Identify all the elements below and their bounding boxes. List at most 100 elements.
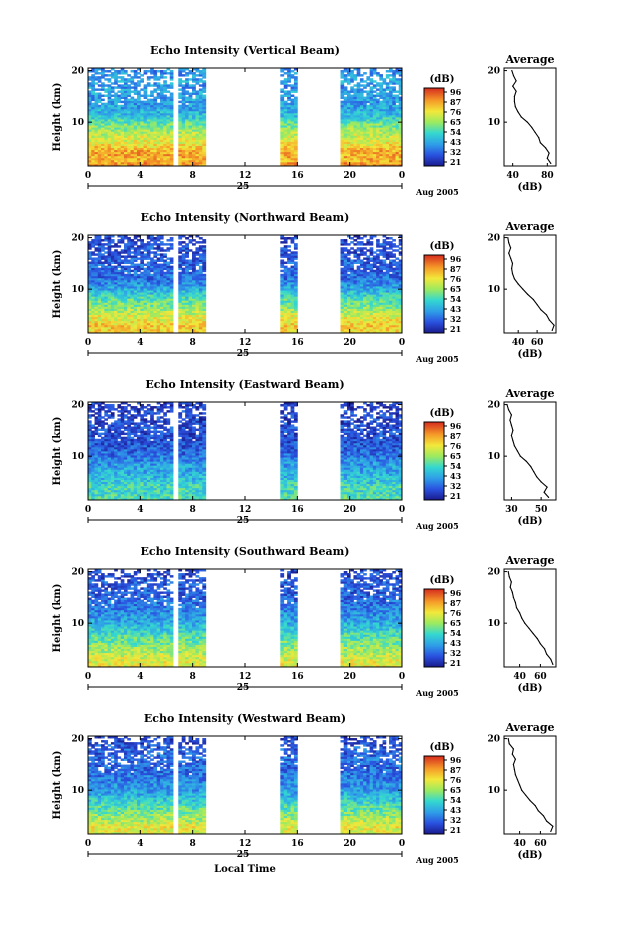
heatmap-cell	[150, 84, 154, 87]
heatmap-cell	[195, 308, 200, 311]
heatmap-cell	[395, 296, 400, 299]
heatmap-cell	[376, 265, 380, 269]
heatmap-cell	[392, 284, 396, 287]
heatmap-cell	[392, 290, 396, 293]
heatmap-cell	[120, 279, 125, 283]
heatmap-cell	[150, 129, 154, 132]
heatmap-cell	[143, 279, 148, 283]
heatmap-cell	[195, 114, 200, 118]
heatmap-cell	[346, 96, 351, 100]
heatmap-cell	[91, 245, 95, 248]
heatmap-cell	[127, 135, 131, 138]
heatmap-cell	[88, 290, 92, 293]
heatmap-cell	[356, 314, 361, 318]
heatmap-cell	[198, 133, 203, 136]
heatmap-cell	[356, 288, 361, 291]
heatmap-cell	[146, 135, 151, 138]
heatmap-cell	[385, 159, 390, 163]
heatmap-cell	[283, 139, 288, 142]
heatmap-cell	[369, 119, 374, 122]
heatmap-cell	[343, 298, 348, 301]
heatmap-cell	[159, 76, 164, 79]
heatmap-cell	[153, 326, 158, 330]
heatmap-cell	[97, 80, 102, 83]
heatmap-cell	[181, 96, 186, 100]
heatmap-cell	[123, 108, 128, 112]
heatmap-cell	[137, 257, 141, 260]
heatmap-cell	[163, 163, 167, 167]
heatmap-cell	[130, 102, 135, 106]
heatmap-cell	[88, 304, 92, 307]
heatmap-cell	[389, 279, 393, 283]
heatmap-cell	[159, 253, 164, 256]
heatmap-cell	[382, 261, 387, 264]
heatmap-cell	[181, 141, 186, 144]
heatmap-cell	[146, 322, 151, 326]
heatmap-cell	[280, 141, 285, 144]
heatmap-cell	[163, 88, 167, 91]
heatmap-cell	[192, 277, 196, 281]
heatmap-cell	[398, 86, 403, 89]
heatmap-cell	[156, 104, 161, 108]
heatmap-cell	[97, 277, 102, 281]
heatmap-cell	[97, 292, 102, 295]
heatmap-cell	[366, 286, 371, 289]
heatmap-cell	[353, 131, 358, 134]
heatmap-cell	[372, 320, 377, 324]
heatmap-cell	[290, 133, 295, 136]
heatmap-cell	[133, 310, 138, 313]
heatmap-cell	[382, 100, 387, 104]
heatmap-cell	[143, 133, 148, 136]
heatmap-cell	[385, 304, 390, 307]
heatmap-cell	[140, 263, 144, 267]
heatmap-cell	[350, 129, 354, 132]
heatmap-cell	[366, 255, 371, 258]
heatmap-cell	[156, 139, 161, 142]
heatmap-cell	[178, 88, 183, 91]
heatmap-cell	[198, 92, 203, 95]
heatmap-cell	[398, 324, 403, 328]
heatmap-cell	[101, 151, 105, 155]
heatmap-cell	[346, 279, 351, 283]
heatmap-cell	[353, 133, 358, 136]
heatmap-cell	[392, 163, 396, 167]
heatmap-cell	[346, 322, 351, 326]
heatmap-cell	[283, 279, 288, 283]
heatmap-cell	[169, 92, 174, 95]
heatmap-cell	[159, 277, 164, 281]
heatmap-cell	[91, 253, 95, 256]
heatmap-cell	[117, 273, 122, 277]
heatmap-cell	[104, 312, 109, 316]
heatmap-cell	[143, 255, 148, 258]
heatmap-cell	[178, 263, 183, 267]
heatmap-cell	[372, 98, 377, 102]
heatmap-cell	[293, 261, 298, 264]
heatmap-cell	[181, 300, 186, 303]
heatmap-cell	[382, 318, 387, 322]
heatmap-cell	[114, 308, 118, 311]
heatmap-cell	[153, 322, 158, 326]
heatmap-cell	[366, 119, 371, 122]
heatmap-cell	[130, 155, 135, 159]
heatmap-cell	[94, 100, 99, 104]
heatmap-cell	[123, 149, 128, 153]
heatmap-cell	[185, 159, 189, 163]
heatmap-cell	[156, 279, 161, 283]
heatmap-cell	[363, 157, 367, 161]
heatmap-cell	[178, 294, 183, 297]
heatmap-cell	[123, 137, 128, 140]
heatmap-cell	[290, 102, 295, 106]
heatmap-cell	[123, 102, 128, 106]
heatmap-cell	[140, 161, 144, 165]
heatmap-cell	[198, 298, 203, 301]
heatmap-cell	[178, 261, 183, 264]
heatmap-cell	[88, 265, 92, 269]
heatmap-cell	[185, 277, 189, 281]
heatmap-cell	[280, 159, 285, 163]
heatmap-cell	[192, 281, 196, 285]
heatmap-cell	[376, 82, 380, 85]
heatmap-cell	[372, 312, 377, 316]
heatmap-cell	[123, 161, 128, 165]
heatmap-cell	[91, 318, 95, 322]
heatmap-cell	[343, 139, 348, 142]
